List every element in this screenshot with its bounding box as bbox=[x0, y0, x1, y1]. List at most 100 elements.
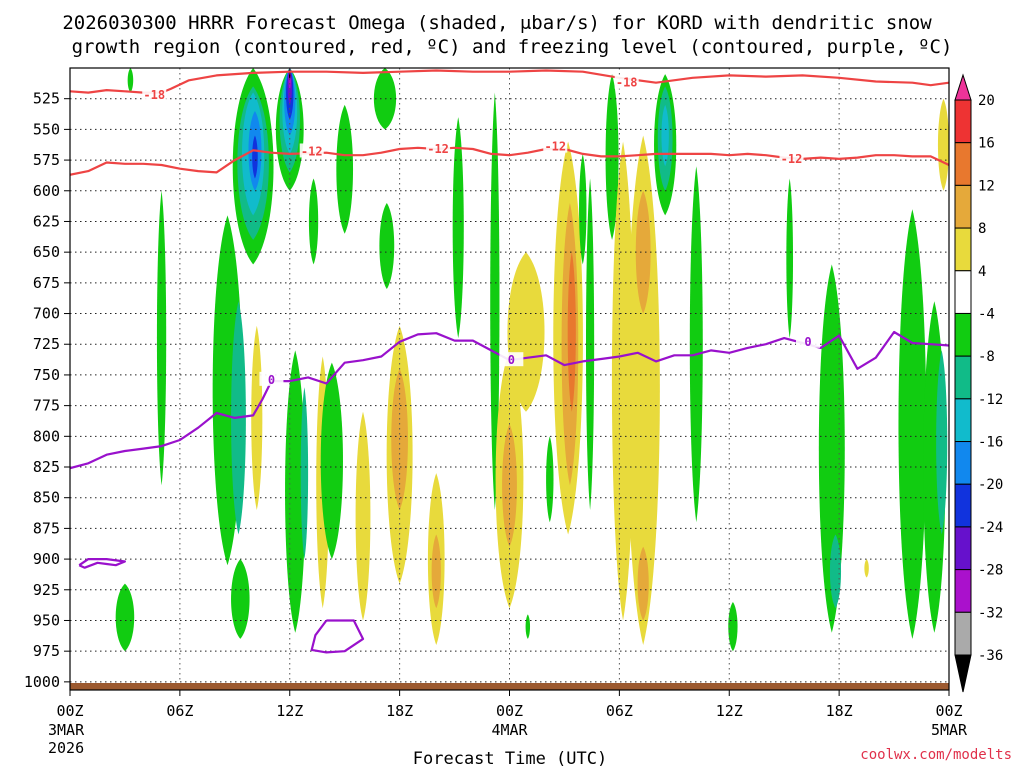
colorbar-label: -36 bbox=[978, 648, 1003, 664]
x-tick-label: 00Z bbox=[496, 702, 523, 720]
omega-cell bbox=[786, 178, 794, 339]
colorbar-bin bbox=[954, 270, 972, 314]
x-tick-label: 12Z bbox=[716, 702, 743, 720]
colorbar-bin bbox=[954, 355, 972, 400]
y-tick-label: 850 bbox=[33, 489, 60, 507]
omega-cell bbox=[898, 209, 927, 639]
contour-label: -18 bbox=[616, 76, 638, 90]
y-tick-label: 525 bbox=[33, 90, 60, 108]
omega-cell bbox=[431, 534, 441, 609]
y-tick-label: 550 bbox=[33, 120, 60, 138]
freezing-level-line bbox=[78, 557, 127, 569]
y-tick-label: 900 bbox=[33, 550, 60, 568]
contour-label-bg bbox=[779, 150, 804, 165]
omega-cell bbox=[379, 203, 395, 289]
omega-cell bbox=[285, 350, 306, 633]
omega-cell bbox=[127, 68, 134, 93]
contour-label: -18 bbox=[143, 88, 165, 102]
y-tick-label: 725 bbox=[33, 335, 60, 353]
omega-cell bbox=[567, 252, 576, 412]
x-tick-label: 18Z bbox=[386, 702, 413, 720]
y-tick-label: 800 bbox=[33, 427, 60, 445]
x-year-label: 2026 bbox=[48, 739, 84, 757]
colorbar-label: -32 bbox=[978, 605, 1003, 621]
plot-area: -18 -18 -12 -12 -12 -12 0 0 0 bbox=[70, 68, 949, 690]
pressure-axis: 525 550 575 600 625 650 675 700 725 750 775 800 825 8… bbox=[24, 90, 70, 691]
omega-cell bbox=[452, 117, 464, 339]
colorbar-bin bbox=[954, 312, 972, 357]
omega-cell bbox=[525, 614, 531, 639]
colorbar-label: 16 bbox=[978, 136, 995, 152]
omega-cell bbox=[355, 411, 371, 621]
omega-cell bbox=[320, 362, 343, 560]
dgz-contour-line bbox=[70, 146, 949, 176]
colorbar-label: -8 bbox=[978, 349, 995, 365]
contour-label-bg bbox=[426, 141, 451, 156]
colorbar-label: 8 bbox=[978, 221, 986, 237]
contour-label: 0 bbox=[268, 373, 275, 387]
contour-label: 0 bbox=[508, 353, 515, 367]
y-tick-label: 950 bbox=[33, 611, 60, 629]
omega-cell bbox=[936, 350, 948, 535]
y-tick-label: 825 bbox=[33, 458, 60, 476]
colorbar: 20 16 12 8 4 -4 -8 -12 -16 -20 -24 -28 -32 -36 bbox=[954, 73, 1003, 693]
colorbar-label: 20 bbox=[978, 93, 995, 109]
colorbar-bin bbox=[954, 142, 972, 186]
x-tick-label: 12Z bbox=[276, 702, 303, 720]
colorbar-label: -20 bbox=[978, 477, 1003, 493]
colorbar-bottom-arrow bbox=[954, 654, 972, 693]
colorbar-label: -12 bbox=[978, 392, 1003, 408]
omega-cell bbox=[937, 98, 949, 191]
omega-cell bbox=[251, 325, 263, 510]
contour-label-bg bbox=[259, 371, 284, 386]
ground-strip bbox=[70, 683, 949, 690]
contour-label-bg bbox=[142, 87, 167, 102]
contour-label: -12 bbox=[544, 140, 566, 154]
omega-cell bbox=[661, 104, 669, 167]
colorbar-label: -24 bbox=[978, 520, 1003, 536]
colorbar-label: -16 bbox=[978, 435, 1003, 451]
colorbar-bin bbox=[954, 569, 972, 613]
colorbar-bin bbox=[954, 526, 972, 571]
omega-cell bbox=[336, 104, 354, 234]
y-tick-label: 625 bbox=[33, 212, 60, 230]
omega-cell bbox=[308, 178, 319, 265]
omega-cell bbox=[502, 424, 517, 547]
contour-label-bg bbox=[614, 74, 639, 89]
omega-cell bbox=[507, 252, 545, 412]
y-tick-label: 1000 bbox=[24, 673, 60, 691]
x-axis-label: Forecast Time (UTC) bbox=[413, 749, 607, 768]
colorbar-bin bbox=[954, 184, 972, 229]
colorbar-bin bbox=[954, 483, 972, 528]
omega-cell bbox=[637, 546, 649, 621]
omega-cell bbox=[864, 559, 869, 578]
omega-cell bbox=[818, 264, 845, 633]
x-tick-label: 06Z bbox=[606, 702, 633, 720]
x-date-label: 5MAR bbox=[931, 721, 968, 739]
x-tick-label: 00Z bbox=[56, 702, 83, 720]
chart-title-line2: growth region (contoured, red, ºC) and f… bbox=[72, 36, 953, 58]
omega-cell bbox=[115, 583, 135, 652]
contour-label-bg bbox=[543, 138, 568, 153]
credit-text: coolwx.com/modelts bbox=[860, 747, 1012, 763]
contour-label: 0 bbox=[804, 335, 811, 349]
omega-cell bbox=[300, 387, 309, 560]
contour-label-bg bbox=[795, 333, 820, 348]
omega-cell bbox=[579, 153, 587, 265]
freezing-level-line bbox=[310, 619, 365, 654]
colorbar-label: 12 bbox=[978, 178, 995, 194]
y-tick-label: 775 bbox=[33, 397, 60, 415]
colorbar-top-arrow bbox=[954, 73, 972, 101]
omega-cell bbox=[373, 68, 397, 130]
contour-label-bg bbox=[299, 143, 324, 158]
y-tick-label: 875 bbox=[33, 519, 60, 537]
x-date-label: 4MAR bbox=[491, 721, 528, 739]
y-tick-label: 925 bbox=[33, 581, 60, 599]
omega-cell bbox=[829, 534, 842, 609]
chart-title-line1: 2026030300 HRRR Forecast Omega (shaded, … bbox=[62, 12, 932, 34]
x-tick-label: 06Z bbox=[166, 702, 193, 720]
colorbar-bin bbox=[954, 227, 972, 272]
omega-cell bbox=[635, 190, 651, 314]
